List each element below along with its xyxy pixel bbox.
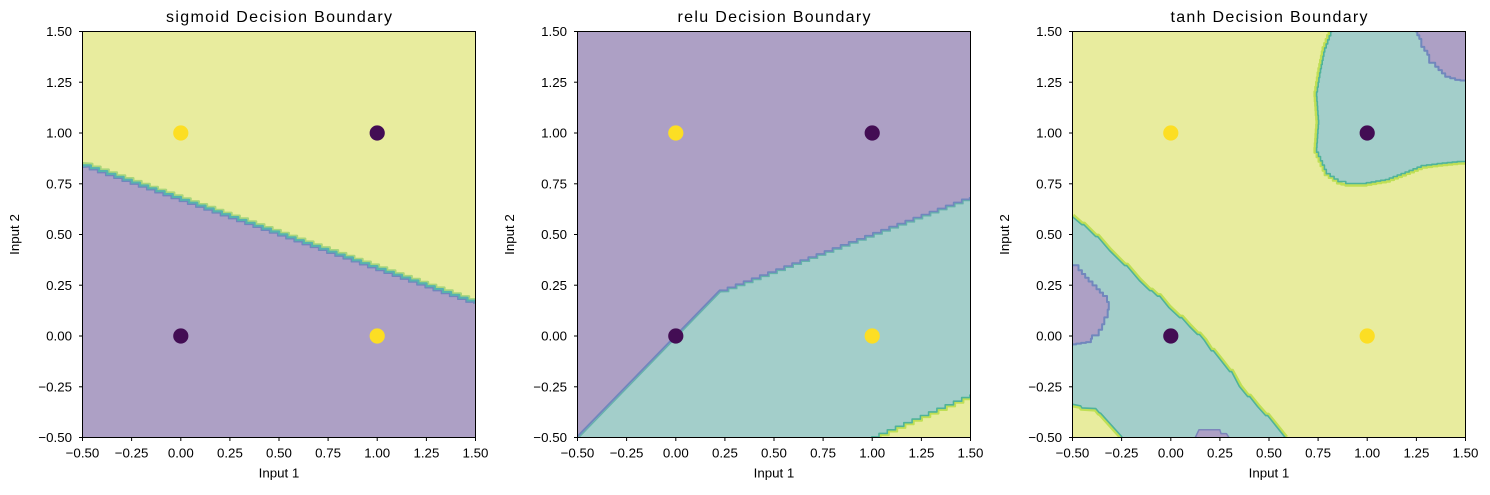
svg-text:−0.25: −0.25 bbox=[610, 446, 644, 461]
svg-text:0.00: 0.00 bbox=[541, 329, 567, 344]
svg-text:0.50: 0.50 bbox=[1256, 446, 1282, 461]
svg-text:−0.50: −0.50 bbox=[1028, 430, 1062, 445]
svg-text:0.25: 0.25 bbox=[46, 278, 72, 293]
svg-text:0.25: 0.25 bbox=[712, 446, 738, 461]
svg-text:1.00: 1.00 bbox=[1354, 446, 1380, 461]
svg-text:Input 2: Input 2 bbox=[502, 214, 517, 255]
svg-text:−0.50: −0.50 bbox=[533, 430, 567, 445]
svg-text:Input 1: Input 1 bbox=[259, 466, 300, 481]
svg-text:0.50: 0.50 bbox=[541, 227, 567, 242]
svg-text:relu Decision Boundary: relu Decision Boundary bbox=[678, 9, 871, 26]
svg-text:0.75: 0.75 bbox=[46, 176, 72, 191]
svg-text:0.00: 0.00 bbox=[1158, 446, 1184, 461]
svg-text:0.00: 0.00 bbox=[1036, 329, 1062, 344]
svg-text:−0.25: −0.25 bbox=[1028, 379, 1062, 394]
svg-text:1.00: 1.00 bbox=[1036, 126, 1062, 141]
svg-text:tanh Decision Boundary: tanh Decision Boundary bbox=[1171, 9, 1368, 26]
svg-text:1.50: 1.50 bbox=[541, 24, 567, 39]
svg-text:0.25: 0.25 bbox=[1036, 278, 1062, 293]
svg-text:0.75: 0.75 bbox=[810, 446, 836, 461]
svg-text:0.50: 0.50 bbox=[1036, 227, 1062, 242]
svg-text:1.25: 1.25 bbox=[541, 75, 567, 90]
svg-text:0.50: 0.50 bbox=[761, 446, 787, 461]
svg-text:0.00: 0.00 bbox=[663, 446, 689, 461]
svg-text:−0.50: −0.50 bbox=[38, 430, 72, 445]
svg-text:0.50: 0.50 bbox=[46, 227, 72, 242]
svg-text:0.50: 0.50 bbox=[266, 446, 292, 461]
svg-text:1.50: 1.50 bbox=[463, 446, 489, 461]
svg-text:1.25: 1.25 bbox=[46, 75, 72, 90]
svg-text:−0.25: −0.25 bbox=[115, 446, 149, 461]
svg-text:−0.50: −0.50 bbox=[66, 446, 100, 461]
svg-text:0.00: 0.00 bbox=[168, 446, 194, 461]
svg-text:−0.25: −0.25 bbox=[1105, 446, 1139, 461]
svg-text:1.00: 1.00 bbox=[46, 126, 72, 141]
svg-text:0.25: 0.25 bbox=[541, 278, 567, 293]
svg-text:Input 1: Input 1 bbox=[754, 466, 795, 481]
svg-text:1.25: 1.25 bbox=[908, 446, 934, 461]
svg-text:sigmoid Decision Boundary: sigmoid Decision Boundary bbox=[166, 9, 392, 26]
svg-text:1.50: 1.50 bbox=[958, 446, 984, 461]
svg-text:0.75: 0.75 bbox=[1305, 446, 1331, 461]
svg-text:Input 2: Input 2 bbox=[997, 214, 1012, 255]
svg-text:1.00: 1.00 bbox=[541, 126, 567, 141]
svg-text:0.25: 0.25 bbox=[217, 446, 243, 461]
svg-text:Input 1: Input 1 bbox=[1249, 466, 1290, 481]
svg-text:1.00: 1.00 bbox=[859, 446, 885, 461]
svg-text:−0.25: −0.25 bbox=[38, 379, 72, 394]
svg-text:1.25: 1.25 bbox=[1403, 446, 1429, 461]
svg-text:1.00: 1.00 bbox=[364, 446, 390, 461]
svg-text:−0.25: −0.25 bbox=[533, 379, 567, 394]
svg-text:1.25: 1.25 bbox=[413, 446, 439, 461]
svg-text:0.75: 0.75 bbox=[541, 176, 567, 191]
svg-text:0.75: 0.75 bbox=[315, 446, 341, 461]
svg-text:1.25: 1.25 bbox=[1036, 75, 1062, 90]
svg-text:1.50: 1.50 bbox=[1453, 446, 1479, 461]
svg-text:0.25: 0.25 bbox=[1207, 446, 1233, 461]
svg-text:1.50: 1.50 bbox=[1036, 24, 1062, 39]
svg-text:Input 2: Input 2 bbox=[7, 214, 22, 255]
svg-text:−0.50: −0.50 bbox=[1056, 446, 1090, 461]
svg-text:−0.50: −0.50 bbox=[561, 446, 595, 461]
svg-text:1.50: 1.50 bbox=[46, 24, 72, 39]
svg-text:0.75: 0.75 bbox=[1036, 176, 1062, 191]
svg-text:0.00: 0.00 bbox=[46, 329, 72, 344]
